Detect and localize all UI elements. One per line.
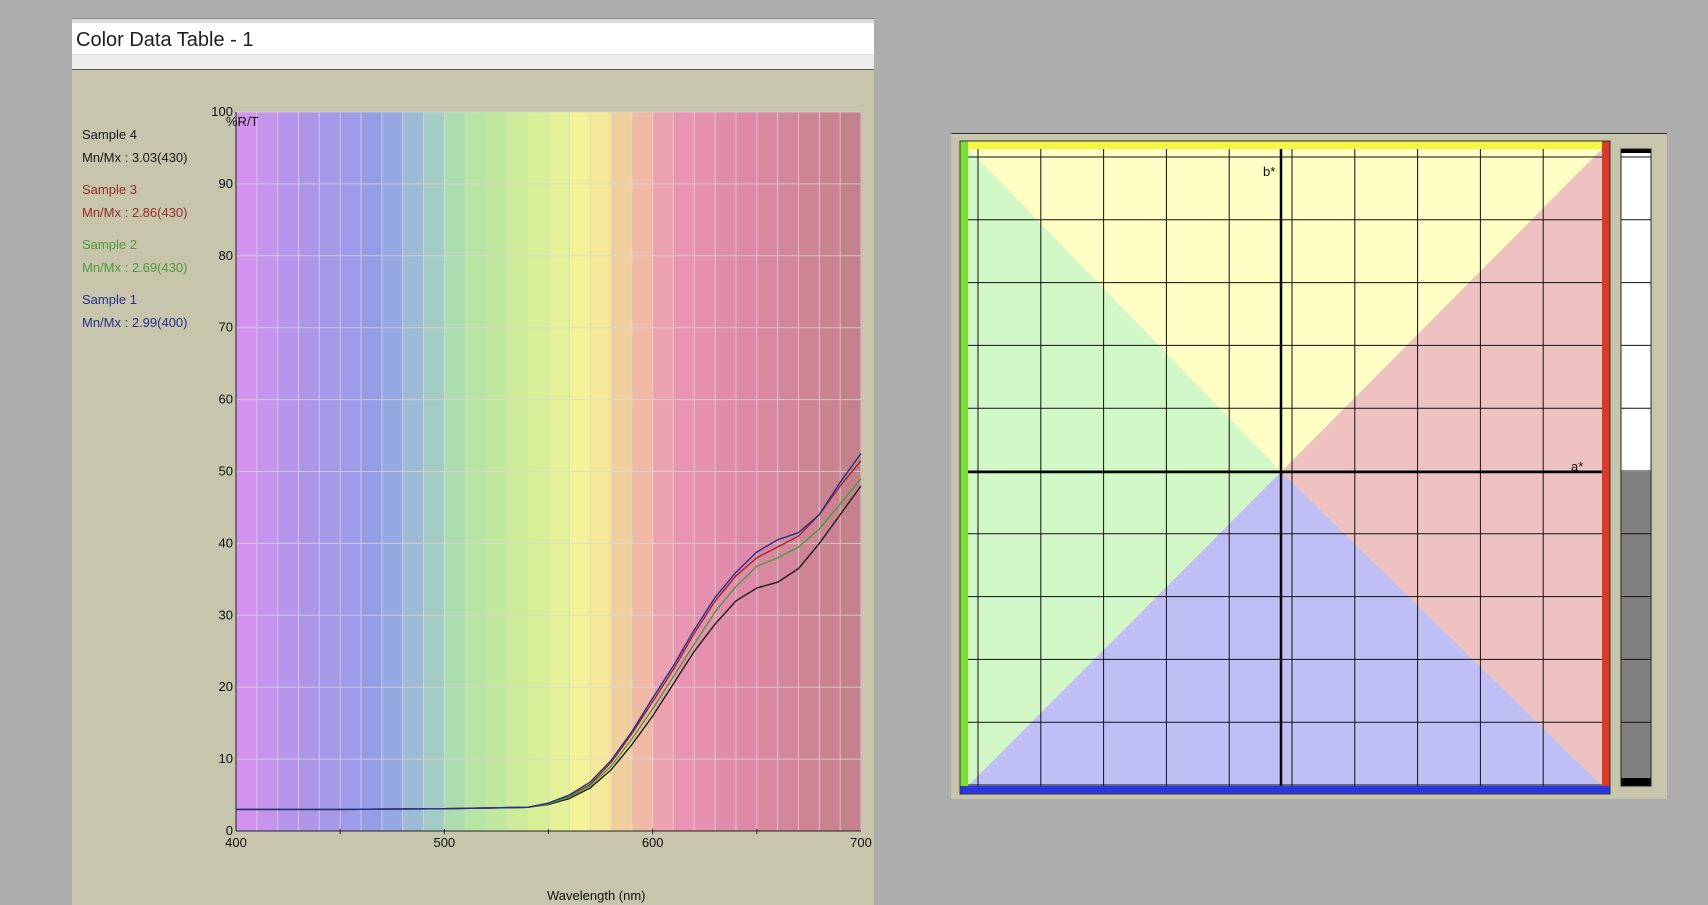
legend-sample-3: Sample 3: [82, 182, 137, 197]
ab-chromaticity-panel: b* a*: [951, 133, 1667, 799]
edge-red: [1602, 141, 1610, 794]
lightness-bar-lower: [1621, 472, 1651, 786]
legend-sample-4-stat: Mn/Mx : 3.03(430): [82, 150, 188, 165]
quadrant-red: [1281, 149, 1602, 786]
ab-frame: [959, 140, 1611, 795]
window-top-border: [72, 18, 874, 23]
ab-diagram[interactable]: b* a*: [951, 134, 1667, 799]
y-axis-label: %R/T: [226, 114, 259, 129]
edge-yellow: [960, 141, 1610, 149]
lightness-bar: [1620, 148, 1652, 787]
y-tick-label: 100: [211, 104, 233, 119]
x-tick-label: 600: [642, 835, 664, 850]
y-tick-label: 20: [219, 679, 233, 694]
ab-quadrants: [968, 149, 1602, 786]
ab-axes: [968, 149, 1602, 786]
x-axis-label: Wavelength (nm): [547, 888, 646, 903]
edge-blue: [960, 786, 1610, 794]
edge-green: [960, 141, 968, 794]
lightness-bar-frame: [1620, 148, 1652, 787]
x-tick-label: 400: [225, 835, 247, 850]
y-tick-label: 0: [226, 823, 233, 838]
legend-sample-2-stat: Mn/Mx : 2.69(430): [82, 260, 188, 275]
series-line-sample-1: [236, 453, 862, 811]
y-tick-label: 10: [219, 751, 233, 766]
y-tick-label: 40: [219, 535, 233, 550]
legend-sample-1: Sample 1: [82, 292, 137, 307]
x-tick-labels: 400 500 600 700: [225, 829, 872, 850]
y-tick-label: 30: [219, 607, 233, 622]
chart-grid: [235, 111, 862, 832]
spectral-chart[interactable]: 0 10 20 30 40 50 60 70 80 90 100 400 500 600 700 %R/T…: [72, 18, 874, 905]
quadrant-green: [968, 149, 1281, 786]
quadrant-yellow: [968, 149, 1602, 472]
lightness-bar-bottom-cap: [1621, 778, 1651, 786]
y-tick-labels: 0 10 20 30 40 50 60 70 80 90 100: [211, 104, 233, 838]
window-titlebar[interactable]: Color Data Table - 1: [72, 23, 874, 55]
legend-sample-2: Sample 2: [82, 237, 137, 252]
legend-sample-4: Sample 4: [82, 127, 137, 142]
y-tick-label: 60: [219, 392, 233, 407]
x-tick-label: 500: [433, 835, 455, 850]
titlebar-base-strip: [72, 55, 874, 70]
chart-legend: Sample 4 Mn/Mx : 3.03(430) Sample 3 Mn/M…: [82, 127, 188, 330]
window-title: Color Data Table - 1: [76, 29, 254, 51]
lightness-bar-top-cap: [1621, 149, 1651, 153]
b-star-axis-label: b*: [1263, 164, 1275, 179]
legend-sample-1-stat: Mn/Mx : 2.99(400): [82, 315, 188, 330]
color-data-table-window: Color Data Table - 1 0 10 20 30 40 50 60 70 80 90…: [72, 18, 874, 905]
y-tick-label: 70: [219, 320, 233, 335]
quadrant-blue: [968, 472, 1602, 786]
lightness-bar-upper: [1621, 149, 1651, 472]
legend-sample-3-stat: Mn/Mx : 2.86(430): [82, 205, 188, 220]
y-tick-label: 50: [219, 464, 233, 479]
ab-color-edges: [959, 140, 1611, 795]
y-tick-label: 90: [219, 176, 233, 191]
a-star-axis-label: a*: [1571, 459, 1583, 474]
x-tick-label: 700: [850, 835, 872, 850]
series-lines: [236, 453, 862, 811]
y-tick-label: 80: [219, 248, 233, 263]
